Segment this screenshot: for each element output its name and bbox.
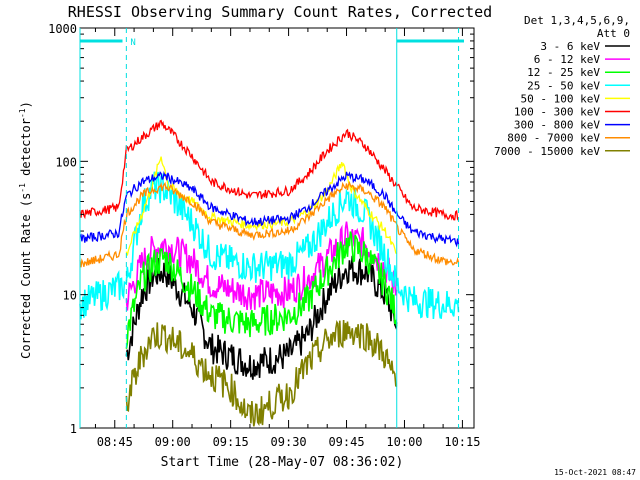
legend-label: 25 - 50 keV [527,79,600,92]
legend-header-line2: Att 0 [597,27,630,40]
legend-header-line1: Det 1,3,4,5,6,9, [524,14,630,27]
x-tick-label: 09:00 [155,435,191,449]
legend-label: 800 - 7000 keV [507,132,600,145]
y-tick-label: 1 [70,422,77,436]
legend-label: 12 - 25 keV [527,66,600,79]
timestamp: 15-Oct-2021 08:47 [554,468,636,477]
y-axis-label-sup1: -1 [18,183,27,193]
y-axis-label-mid: detector [19,118,33,183]
x-tick-label: 09:45 [328,435,364,449]
y-axis-label-main: Corrected Count Rate (s [19,193,33,359]
y-axis-label: Corrected Count Rate (s-1 detector-1) [18,101,33,359]
plot-area: 08:45 09:00 09:15 09:30 09:45 10:00 10:15 1 10 10… [48,22,480,449]
legend-label: 6 - 12 keV [534,53,601,66]
night-marker-label: N [130,38,135,48]
legend-label: 100 - 300 keV [514,106,600,119]
legend-label: 300 - 800 keV [514,119,600,132]
y-tick-label: 10 [63,289,77,303]
y-tick-label: 1000 [48,22,77,36]
series-line-5 [79,119,460,221]
x-tick-label: 08:45 [97,435,133,449]
series-line-7 [79,180,460,268]
x-axis-label: Start Time (28-May-07 08:36:02) [161,455,404,470]
x-tick-label: 09:30 [271,435,307,449]
series-line-3 [79,171,460,320]
y-tick-label: 100 [55,155,77,169]
series-line-0 [125,255,398,380]
x-tick-label: 10:00 [386,435,422,449]
x-tick-label: 10:15 [444,435,480,449]
series-line-6 [79,171,460,248]
y-axis-label-sup2: -1 [18,108,27,118]
legend-label: 3 - 6 keV [540,40,600,53]
y-axis-label-end: ) [19,101,33,108]
x-tick-label: 09:15 [213,435,249,449]
legend-label: 50 - 100 keV [521,92,601,105]
series-line-2 [125,231,398,349]
chart-title: RHESSI Observing Summary Count Rates, Co… [68,3,492,21]
series-line-8 [125,319,398,427]
legend-label: 7000 - 15000 keV [494,145,600,158]
